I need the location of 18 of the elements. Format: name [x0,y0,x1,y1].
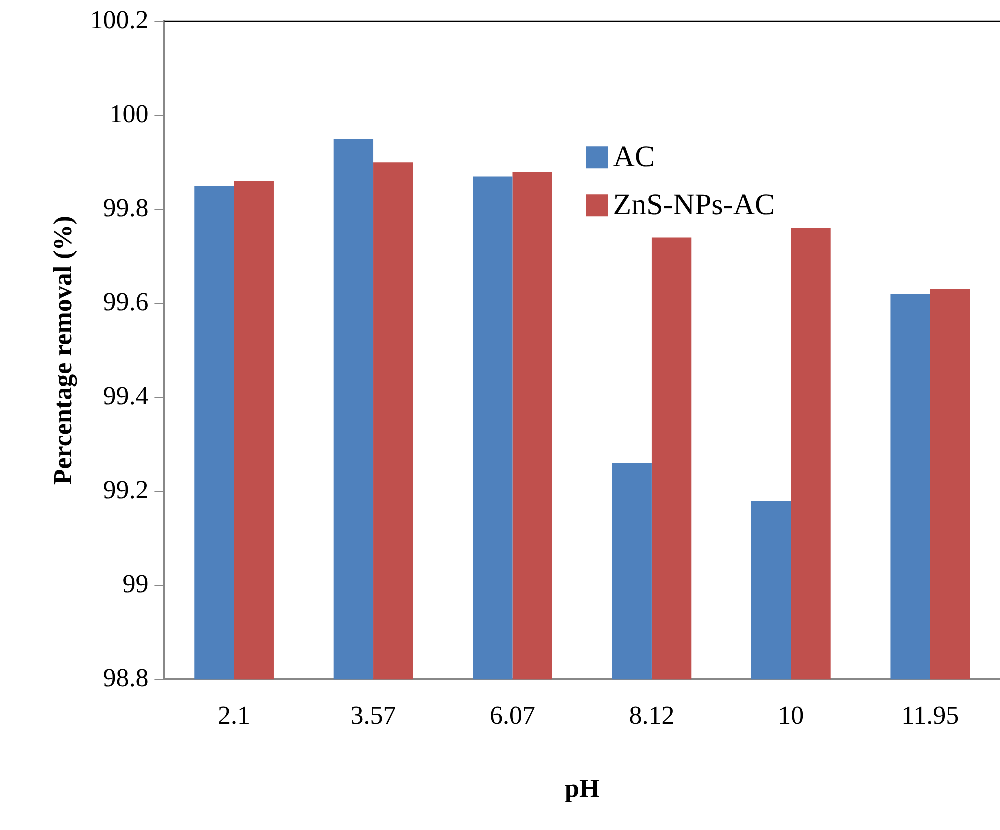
legend-label: ZnS-NPs-AC [613,188,776,222]
y-tick-label: 99.8 [103,193,149,222]
x-tick-label: 6.07 [490,701,536,730]
y-axis-title: Percentage removal (%) [48,216,78,486]
x-tick-label: 11.95 [902,701,960,730]
y-tick-label: 100 [110,99,149,128]
legend-label: AC [613,140,655,174]
x-tick-label: 8.12 [629,701,675,730]
y-tick-label: 99.4 [103,381,149,410]
x-tick-label: 2.1 [218,701,251,730]
y-tick-label: 100.2 [90,5,149,34]
y-tick-label: 99 [122,569,149,598]
x-tick-label: 3.57 [350,701,396,730]
x-axis-title: pH [565,774,600,804]
y-tick-label: 99.6 [103,287,149,316]
y-tick-label: 99.2 [103,475,149,504]
x-tick-label: 10 [778,701,804,730]
y-tick-label: 98.8 [103,663,149,692]
